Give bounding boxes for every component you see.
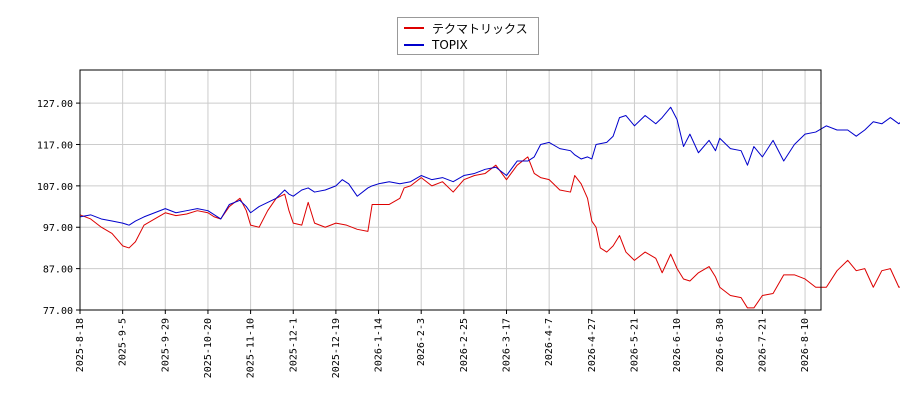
x-tick-label: 2026-4-7 — [544, 318, 555, 366]
x-tick-label: 2026-7-21 — [757, 318, 768, 372]
x-tick-label: 2025-9-29 — [160, 318, 171, 372]
x-tick-label: 2026-8-10 — [800, 318, 811, 372]
y-tick-labels: 77.00 87.00 97.00 107.00 117.00 127.00 — [37, 99, 80, 317]
x-tick-label: 2025-10-20 — [203, 318, 214, 378]
x-tick-label: 2026-6-10 — [672, 318, 683, 372]
legend-label-stock: テクマトリックス — [432, 21, 528, 36]
legend-item-topix: TOPIX — [404, 37, 468, 53]
plot-frame — [79, 69, 822, 311]
x-tick-label: 2026-1-14 — [374, 318, 385, 372]
y-tick-label: 107.00 — [37, 182, 73, 193]
legend-label-topix: TOPIX — [432, 38, 468, 52]
series-lines — [79, 106, 900, 309]
legend: テクマトリックス TOPIX — [397, 17, 539, 55]
y-tick-label: 77.00 — [43, 306, 73, 317]
x-tick-labels: 2025-8-18 2025-9-5 2025-9-29 2025-10-20 2025… — [75, 310, 811, 378]
y-tick-label: 97.00 — [43, 223, 73, 234]
legend-swatch-topix — [404, 44, 424, 46]
x-tick-label: 2025-11-10 — [246, 318, 257, 378]
x-tick-label: 2025-9-5 — [118, 318, 129, 366]
x-tick-label: 2025-12-1 — [288, 318, 299, 372]
x-tick-label: 2026-4-27 — [587, 318, 598, 372]
x-tick-label: 2026-5-21 — [629, 318, 640, 372]
legend-swatch-stock — [404, 27, 424, 29]
x-tick-label: 2026-2-3 — [416, 318, 427, 366]
legend-item-stock: テクマトリックス — [404, 20, 528, 36]
y-tick-label: 117.00 — [37, 140, 73, 151]
series-line-topix — [79, 106, 900, 226]
x-tick-label: 2025-12-19 — [331, 318, 342, 378]
y-tick-label: 127.00 — [37, 99, 73, 110]
y-tick-label: 87.00 — [43, 265, 73, 276]
x-tick-label: 2026-3-17 — [502, 318, 513, 372]
x-tick-label: 2025-8-18 — [75, 318, 86, 372]
x-tick-label: 2026-6-30 — [715, 318, 726, 372]
x-tick-label: 2026-2-25 — [459, 318, 470, 372]
